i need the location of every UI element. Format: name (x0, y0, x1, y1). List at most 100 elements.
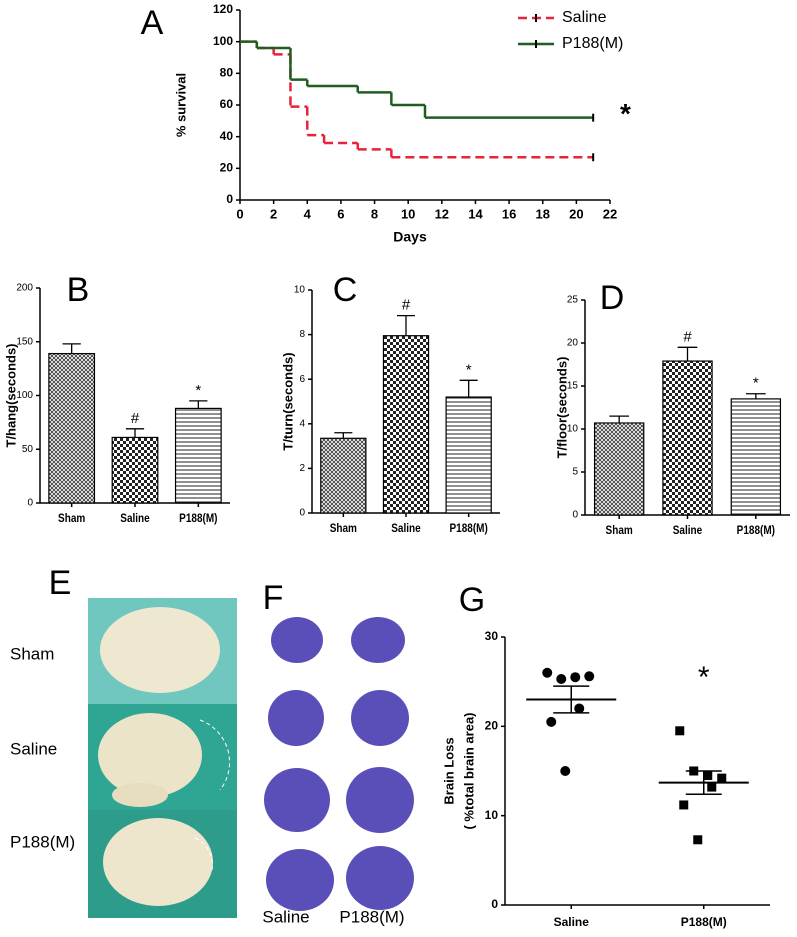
y-tick-label: 4 (299, 418, 305, 429)
significance-marker: # (131, 410, 140, 427)
x-tick-label: 4 (304, 206, 312, 221)
significance-marker: # (683, 328, 692, 345)
y-tick-label: 0 (299, 508, 305, 519)
data-point (717, 773, 727, 783)
annotation: * (698, 661, 710, 694)
panel-label: F (263, 579, 284, 617)
bar (662, 360, 713, 516)
x-tick-label: 10 (401, 206, 415, 221)
y-tick-label: 150 (16, 336, 33, 347)
x-tick-label: Sham (58, 512, 85, 525)
x-tick-label: 6 (337, 206, 344, 221)
y-tick-label: 60 (220, 97, 234, 111)
row-label: Saline (10, 739, 57, 758)
bar (730, 398, 782, 516)
photo-f (264, 617, 414, 911)
x-axis-label: Days (393, 229, 427, 245)
y-axis-label: T/hang(seconds) (3, 343, 18, 447)
data-point (556, 673, 567, 684)
x-tick-label: Saline (120, 512, 149, 525)
x-tick-label: 20 (569, 206, 583, 221)
row-label: Sham (10, 644, 54, 663)
x-tick-label: P188(M) (737, 524, 776, 537)
annotation: * (620, 98, 631, 129)
y-tick-label: 0 (27, 498, 33, 509)
y-tick-label: 6 (299, 374, 305, 385)
x-tick-label: Sham (330, 522, 357, 535)
data-point (542, 667, 553, 678)
y-tick-label: 0 (572, 510, 578, 521)
y-axis-label: ( %total brain area) (461, 712, 476, 829)
legend-label: P188(M) (562, 35, 623, 52)
y-tick-label: 0 (491, 897, 498, 911)
data-point (560, 766, 571, 776)
bar (320, 437, 367, 514)
x-tick-label: 14 (468, 206, 483, 221)
photo-e (88, 598, 237, 918)
y-tick-label: 30 (485, 629, 499, 643)
significance-marker: * (195, 382, 201, 399)
panel-label: G (459, 581, 485, 619)
row-label: P188(M) (10, 832, 75, 851)
data-point (693, 835, 703, 845)
y-tick-label: 120 (213, 2, 233, 16)
data-point (546, 716, 557, 727)
y-tick-label: 10 (485, 808, 499, 822)
bar (445, 396, 492, 514)
data-point (570, 672, 581, 683)
column-label: Saline (262, 907, 309, 926)
x-tick-label: 8 (371, 206, 378, 221)
x-tick-label: P188(M) (179, 512, 218, 525)
x-tick-label: 22 (603, 206, 617, 221)
significance-marker: # (402, 297, 411, 314)
y-tick-label: 10 (294, 285, 306, 296)
y-tick-label: 8 (299, 329, 305, 340)
data-point (703, 770, 713, 780)
panel-label: D (600, 279, 625, 317)
x-tick-label: 0 (236, 206, 243, 221)
y-tick-label: 80 (220, 66, 234, 80)
y-tick-label: 20 (567, 338, 579, 349)
column-label: P188(M) (339, 907, 404, 926)
y-tick-label: 2 (299, 463, 305, 474)
y-tick-label: 15 (567, 381, 579, 392)
panel-label: B (67, 271, 90, 309)
panel-label: C (333, 271, 358, 309)
x-tick-label: 2 (270, 206, 277, 221)
y-axis-label: Brain Loss (441, 737, 456, 804)
x-tick-label: 16 (502, 206, 516, 221)
legend-label: Saline (562, 9, 607, 26)
x-tick-label: 12 (435, 206, 449, 221)
y-tick-label: 200 (16, 283, 33, 294)
x-tick-label: Sham (606, 524, 633, 537)
y-tick-label: 100 (213, 34, 233, 48)
bar (382, 335, 430, 514)
x-tick-label: 18 (535, 206, 549, 221)
x-tick-label: Saline (673, 524, 702, 537)
data-point (679, 800, 689, 810)
y-axis-label: T/turn(seconds) (280, 352, 295, 450)
y-tick-label: 0 (226, 192, 233, 206)
x-tick-label: P188(M) (681, 915, 727, 929)
y-tick-label: 100 (16, 390, 33, 401)
bar (111, 436, 159, 504)
y-axis-label: % survival (173, 73, 188, 137)
bar (174, 407, 222, 504)
y-tick-label: 5 (572, 467, 578, 478)
data-point (707, 782, 717, 792)
data-point (574, 703, 585, 714)
y-axis-label: T/floor(seconds) (554, 357, 569, 459)
x-tick-label: Saline (391, 522, 420, 535)
panel-label: E (49, 564, 72, 602)
x-tick-label: Saline (554, 915, 590, 929)
bar (593, 422, 645, 516)
data-point (584, 671, 595, 682)
y-tick-label: 40 (220, 129, 234, 143)
y-tick-label: 10 (567, 424, 579, 435)
data-point (675, 726, 685, 736)
bar (48, 352, 96, 504)
x-tick-label: P188(M) (450, 522, 489, 535)
y-tick-label: 25 (567, 295, 579, 306)
y-tick-label: 50 (22, 444, 34, 455)
